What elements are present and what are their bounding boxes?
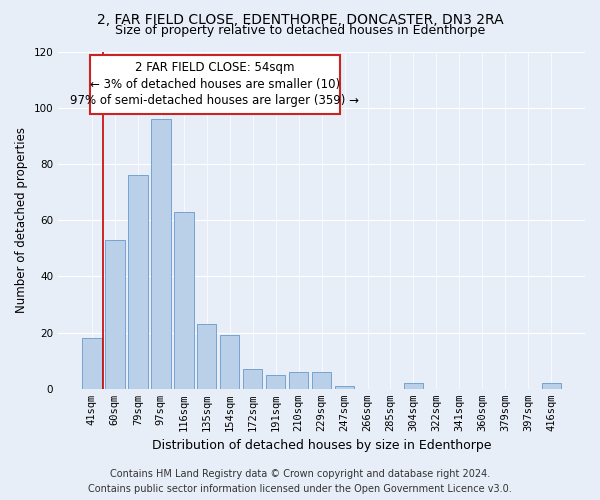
Text: ← 3% of detached houses are smaller (10): ← 3% of detached houses are smaller (10) <box>90 78 340 91</box>
Text: 97% of semi-detached houses are larger (359) →: 97% of semi-detached houses are larger (… <box>70 94 359 108</box>
Bar <box>82 338 101 389</box>
Bar <box>243 369 262 389</box>
Bar <box>266 375 286 389</box>
Text: Contains HM Land Registry data © Crown copyright and database right 2024.
Contai: Contains HM Land Registry data © Crown c… <box>88 469 512 494</box>
Bar <box>404 383 423 389</box>
Bar <box>197 324 217 389</box>
Bar <box>335 386 355 389</box>
Bar <box>220 336 239 389</box>
Text: 2 FAR FIELD CLOSE: 54sqm: 2 FAR FIELD CLOSE: 54sqm <box>135 62 295 74</box>
Text: 2, FAR FIELD CLOSE, EDENTHORPE, DONCASTER, DN3 2RA: 2, FAR FIELD CLOSE, EDENTHORPE, DONCASTE… <box>97 12 503 26</box>
Bar <box>289 372 308 389</box>
Bar <box>174 212 194 389</box>
Bar <box>105 240 125 389</box>
Bar <box>542 383 561 389</box>
X-axis label: Distribution of detached houses by size in Edenthorpe: Distribution of detached houses by size … <box>152 440 491 452</box>
Bar <box>151 119 170 389</box>
Bar <box>128 175 148 389</box>
Bar <box>312 372 331 389</box>
Bar <box>90 55 340 114</box>
Text: Size of property relative to detached houses in Edenthorpe: Size of property relative to detached ho… <box>115 24 485 37</box>
Y-axis label: Number of detached properties: Number of detached properties <box>15 127 28 313</box>
